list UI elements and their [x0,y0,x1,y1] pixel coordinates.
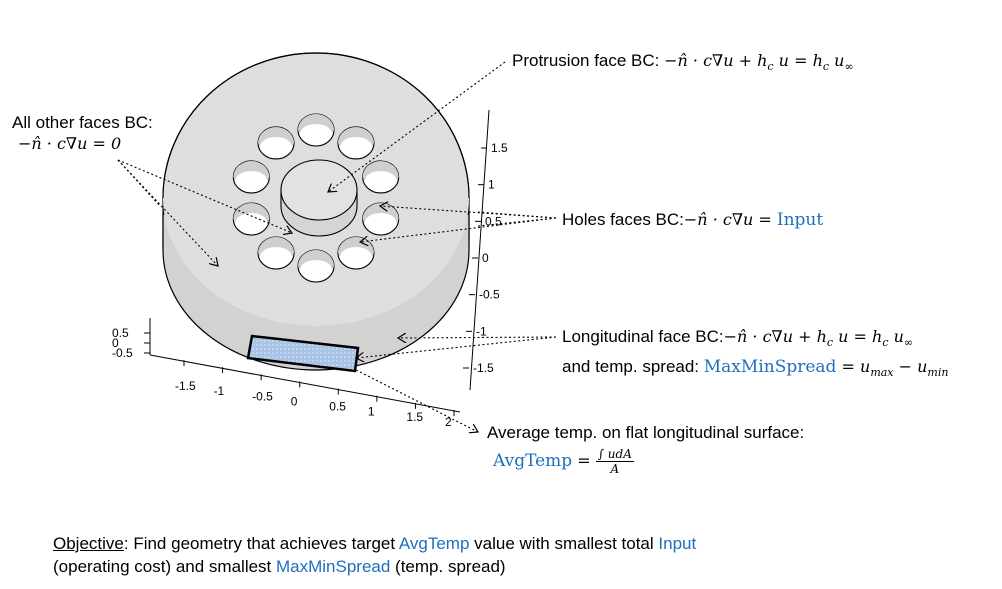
objective-heading: Objective [53,534,124,553]
objective-text-2a: (operating cost) and smallest [53,557,276,576]
other-faces-arrow-3 [117,159,161,207]
objective-avgtemp: AvgTemp [398,534,470,553]
longitudinal-bc-label: Longitudinal face BC:−n̂ · c∇u + hc u = … [562,326,948,383]
x-tick-label: 1 [368,405,375,419]
x-tick-label: -0.5 [252,389,273,403]
hole [257,236,295,270]
z-axis-ticks: 0.50-0.5 [112,326,150,360]
avgtemp-denominator: A [610,462,620,476]
hole [232,202,270,236]
y-tick-label: 1.5 [491,141,508,155]
y-axis-ticks: 1.510.50-0.5-1-1.5 [463,141,508,375]
longitudinal-arrow-1 [398,337,557,338]
avgtemp-numerator: ∫ udA [595,447,634,462]
z-tick-label: 0 [112,336,119,350]
temp-spread-prefix: and temp. spread: [562,357,704,377]
y-axis-line [469,109,490,391]
protrusion-bc-label: Protrusion face BC: −n̂ · c∇u + hc u = h… [512,50,854,77]
holes-bc-equation: −n̂ · c∇u = [683,210,777,229]
holes-ring [232,113,400,283]
x-tick-label: 1.5 [406,410,423,424]
x-tick-label: -1 [214,384,225,398]
protrusion-bc-prefix: Protrusion face BC: [512,51,665,70]
holes-arrow-2 [360,217,557,242]
x-tick-label: 0.5 [329,400,346,414]
annotation-arrows [117,61,557,432]
average-arrow [355,369,478,432]
other-faces-bc-equation: −n̂ · c∇u = 0 [18,134,122,153]
y-tick-label: 0 [482,251,489,265]
objective-maxminspread: MaxMinSpread [276,557,391,576]
x-tick-label: 0 [291,394,298,408]
longitudinal-arrow-2 [356,336,557,358]
hole [232,160,270,194]
objective-input: Input [658,534,697,553]
protrusion-bc-equation: −n̂ · c∇u + hc u = hc u∞ [664,51,854,74]
central-protrusion [280,159,358,237]
average-temp-label: Average temp. on flat longitudinal surfa… [487,422,804,476]
other-faces-bc-heading: All other faces BC: [12,113,153,132]
objective-text-1a: : Find geometry that achieves target [123,534,399,553]
objective-text-2b: (temp. spread) [390,557,506,576]
hole [297,113,335,147]
objective-text-1b: value with smallest total [469,534,659,553]
longitudinal-bc-equation: −n̂ · c∇u + hc u = hc u∞ [723,327,914,350]
x-tick-label: -1.5 [175,379,196,393]
y-tick-label: -1.5 [473,361,494,375]
y-tick-label: -1 [476,324,487,338]
hole [337,236,375,270]
hole [337,126,375,160]
avgtemp-formula: AvgTemp = ∫ udA A [493,447,804,476]
hole [362,202,400,236]
z-tick-label: -0.5 [112,346,133,360]
axis-frame [149,109,490,413]
y-tick-label: -0.5 [479,288,500,302]
hole [257,126,295,160]
x-axis-ticks: -1.5 -1 -0.5 0 0.5 1 1.5 2 [175,360,455,429]
y-tick-label: 1 [488,178,495,192]
hole [297,249,335,283]
z-tick-label: 0.5 [112,326,129,340]
maxminspread-term: MaxMinSpread [703,357,837,378]
protrusion-arrow [328,61,506,192]
hole [362,160,400,194]
average-temp-heading: Average temp. on flat longitudinal surfa… [487,423,805,442]
x-tick-label: 2 [445,415,452,429]
objective-statement: Objective: Find geometry that achieves t… [53,532,696,578]
holes-bc-prefix: Holes faces BC: [562,210,684,229]
other-faces-bc-label: All other faces BC: −n̂ · c∇u = 0 [12,112,153,154]
avgtemp-fraction: ∫ udA A [595,447,634,476]
holes-input-term: Input [776,210,824,230]
temp-spread-equation: = umax − umin [836,357,949,380]
x-axis-line [149,354,461,413]
avgtemp-equals: = [572,450,596,470]
holes-bc-label: Holes faces BC:−n̂ · c∇u = Input [562,209,823,231]
longitudinal-bc-prefix: Longitudinal face BC: [562,327,724,346]
avgtemp-term: AvgTemp [493,450,573,471]
flat-longitudinal-face [246,334,360,373]
